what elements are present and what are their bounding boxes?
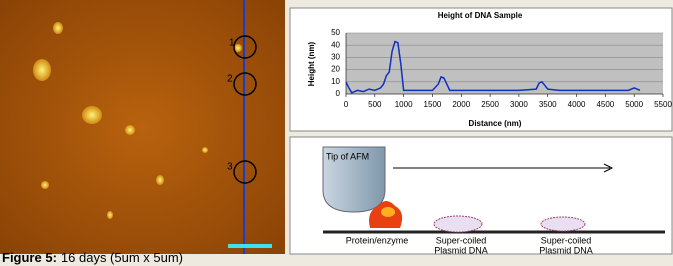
caption: Figure 5: 16 days (5um x 5um) <box>2 250 183 265</box>
diagram-label: Plasmid DNA <box>539 245 593 255</box>
x-tick-label: 5000 <box>625 100 643 109</box>
x-tick-label: 4000 <box>568 100 586 109</box>
x-axis-label: Distance (nm) <box>469 119 522 128</box>
diagram-label: Protein/enzyme <box>346 235 409 245</box>
y-tick-label: 10 <box>331 77 340 86</box>
marker-label: 2 <box>227 74 233 85</box>
x-tick-label: 0 <box>344 100 349 109</box>
diagram-label: Super-coiled <box>541 235 592 245</box>
diagram-label: Super-coiled <box>436 235 487 245</box>
plot-area <box>346 33 663 94</box>
afm-image: 1 2 3 <box>0 0 285 254</box>
y-tick-label: 20 <box>331 65 340 74</box>
x-tick-label: 5500 <box>654 100 672 109</box>
marker-label: 3 <box>227 162 233 173</box>
chart-title: Height of DNA Sample <box>438 11 523 20</box>
figure: 1 2 3 Figure 5: 16 days (5um x 5um) Heigh… <box>0 0 673 266</box>
tip-label: Tip of AFM <box>326 151 369 161</box>
y-tick-label: 0 <box>336 89 341 98</box>
x-tick-label: 500 <box>368 100 382 109</box>
caption-text: 16 days (5um x 5um) <box>61 250 183 265</box>
y-tick-label: 30 <box>331 53 340 62</box>
x-tick-label: 3000 <box>510 100 528 109</box>
marker-label: 1 <box>229 38 235 49</box>
x-tick-label: 2500 <box>481 100 499 109</box>
x-tick-label: 4500 <box>596 100 614 109</box>
y-tick-label: 40 <box>331 40 340 49</box>
x-tick-label: 3500 <box>539 100 557 109</box>
x-tick-label: 2000 <box>452 100 470 109</box>
x-tick-label: 1500 <box>424 100 442 109</box>
diagram-label: Plasmid DNA <box>434 245 488 255</box>
y-axis-label: Height (nm) <box>307 41 316 86</box>
y-tick-label: 50 <box>331 28 340 37</box>
x-tick-label: 1000 <box>395 100 413 109</box>
caption-label: Figure 5: <box>2 250 57 265</box>
